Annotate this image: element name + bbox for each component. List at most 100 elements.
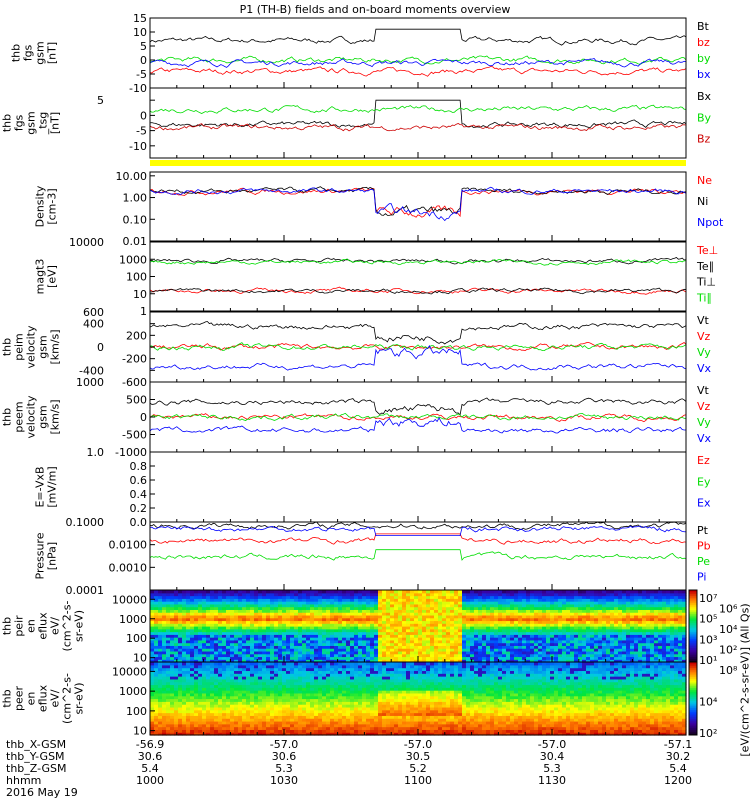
spectrogram-cell <box>682 595 687 599</box>
spectrogram-cell <box>318 606 323 610</box>
spectrogram-cell <box>462 653 467 658</box>
spectrogram-cell <box>450 590 455 594</box>
spectrogram-cell <box>158 673 163 677</box>
spectrogram-cell <box>458 598 463 602</box>
spectrogram-cell <box>622 614 627 619</box>
spectrogram-cell <box>238 692 243 697</box>
spectrogram-cell <box>298 656 303 660</box>
spectrogram-cell <box>202 626 207 630</box>
spectrogram-cell <box>630 609 635 613</box>
spectrogram-cell <box>494 659 499 663</box>
spectrogram-cell <box>370 637 375 641</box>
spectrogram-cell <box>266 650 271 655</box>
spectrogram-cell <box>430 642 435 646</box>
spectrogram-cell <box>526 623 531 627</box>
spectrogram-cell <box>218 664 223 669</box>
spectrogram-cell <box>266 609 271 613</box>
spectrogram-cell <box>442 609 447 613</box>
spectrogram-cell <box>234 706 239 711</box>
spectrogram-cell <box>158 645 163 649</box>
spectrogram-cell <box>490 592 495 597</box>
spectrogram-cell <box>294 726 299 730</box>
spectrogram-cell <box>246 631 251 635</box>
spectrogram-cell <box>246 732 251 736</box>
spectrogram-cell <box>450 598 455 602</box>
spectrogram-cell <box>458 628 463 633</box>
spectrogram-cell <box>278 690 283 694</box>
spectrogram-cell <box>578 637 583 641</box>
spectrogram-cell <box>634 626 639 630</box>
spectrogram-cell <box>490 634 495 638</box>
spectrogram-cell <box>346 645 351 649</box>
spectrogram-cell <box>326 648 331 652</box>
spectrogram-cell <box>282 601 287 605</box>
spectrogram-cell <box>322 642 327 646</box>
spectrogram-cell <box>614 620 619 624</box>
spectrogram-cell <box>470 623 475 627</box>
spectrogram-cell <box>358 656 363 660</box>
spectrogram-cell <box>682 639 687 644</box>
spectrogram-cell <box>246 678 251 683</box>
spectrogram-cell <box>466 637 471 641</box>
spectrogram-cell <box>270 673 275 677</box>
spectrogram-cell <box>666 628 671 633</box>
spectrogram-cell <box>266 603 271 608</box>
spectrogram-cell <box>518 648 523 652</box>
spectrogram-cell <box>210 614 215 619</box>
spectrogram-cell <box>566 642 571 646</box>
spectrogram-cell <box>534 656 539 660</box>
spectrogram-cell <box>350 617 355 622</box>
spectrogram-cell <box>206 670 211 674</box>
spectrogram-cell <box>190 712 195 716</box>
spectrogram-cell <box>518 639 523 644</box>
spectrogram-cell <box>594 637 599 641</box>
spectrogram-cell <box>334 631 339 635</box>
spectrogram-cell <box>186 732 191 736</box>
spectrogram-cell <box>214 623 219 627</box>
spectrogram-cell <box>622 612 627 616</box>
spectrogram-cell <box>446 642 451 646</box>
spectrogram-cell <box>302 659 307 663</box>
spectrogram-cell <box>246 650 251 655</box>
spectrogram-cell <box>450 603 455 608</box>
spectrogram-cell <box>174 678 179 683</box>
spectrogram-cell <box>654 598 659 602</box>
y-axis-label: velocity <box>25 325 38 368</box>
spectrogram-cell <box>398 634 403 638</box>
spectrogram-cell <box>434 614 439 619</box>
spectrogram-cell <box>310 715 315 719</box>
spectrogram-cell <box>534 650 539 655</box>
spectrogram-cell <box>522 601 527 605</box>
spectrogram-cell <box>570 595 575 599</box>
spectrogram-cell <box>186 639 191 644</box>
spectrogram-cell <box>518 659 523 663</box>
spectrogram-cell <box>374 609 379 613</box>
spectrogram-cell <box>302 664 307 669</box>
spectrogram-cell <box>342 606 347 610</box>
spectrogram-cell <box>386 639 391 644</box>
spectrogram-cell <box>362 606 367 610</box>
spectrogram-cell <box>302 726 307 730</box>
spectrogram-cell <box>154 662 159 666</box>
spectrogram-cell <box>638 614 643 619</box>
spectrogram-cell <box>478 634 483 638</box>
spectrogram-cell <box>234 628 239 633</box>
spectrogram-cell <box>234 648 239 652</box>
spectrogram-cell <box>218 704 223 708</box>
spectrogram-cell <box>406 601 411 605</box>
spectrogram-cell <box>282 645 287 649</box>
spectrogram-cell <box>174 623 179 627</box>
spectrogram-cell <box>318 645 323 649</box>
spectrogram-cell <box>678 659 683 663</box>
y-tick-label: 0.1000 <box>66 516 105 529</box>
spectrogram-cell <box>226 684 231 688</box>
spectrogram-cell <box>230 598 235 602</box>
spectrogram-cell <box>426 650 431 655</box>
spectrogram-cell <box>270 698 275 702</box>
spectrogram-cell <box>306 732 311 736</box>
spectrogram-cell <box>422 603 427 608</box>
spectrogram-cell <box>618 656 623 660</box>
spectrogram-cell <box>682 590 687 594</box>
